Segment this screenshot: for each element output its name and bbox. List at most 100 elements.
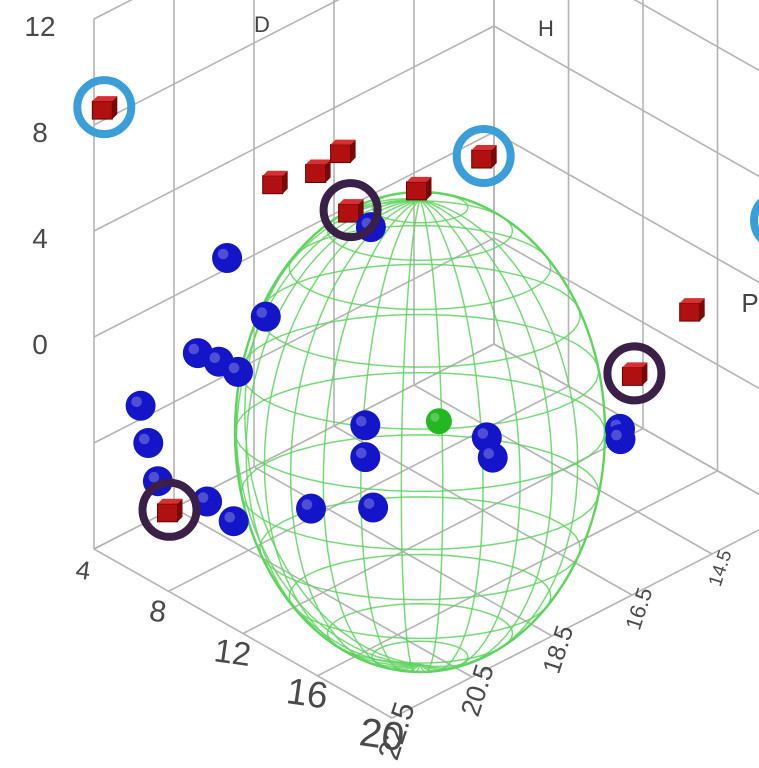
p-tick-label: 18.5 bbox=[538, 622, 580, 677]
sphere-point-highlight bbox=[139, 433, 150, 445]
cube-point bbox=[157, 503, 178, 523]
sphere-parallel bbox=[288, 553, 552, 640]
floor-grid-line bbox=[173, 507, 473, 678]
sphere-point-highlight bbox=[209, 352, 221, 364]
sphere-parallel bbox=[240, 313, 600, 430]
sphere-point bbox=[212, 243, 243, 273]
highlight-ring bbox=[750, 198, 759, 243]
center-sphere-point bbox=[425, 408, 452, 435]
sphere-point bbox=[223, 356, 253, 387]
d-tick-label: 20 bbox=[357, 710, 407, 760]
sphere-point-highlight bbox=[356, 447, 367, 459]
left-wall-grid-line bbox=[493, 25, 759, 178]
left-wall-grid-line bbox=[493, 237, 759, 390]
p-tick-label: 20.5 bbox=[455, 661, 500, 720]
sphere-point bbox=[605, 424, 636, 455]
sphere-point bbox=[296, 493, 326, 524]
cube-point-top bbox=[330, 139, 356, 145]
sphere-parallel bbox=[234, 371, 606, 493]
cube-point bbox=[305, 164, 327, 183]
cube-point bbox=[621, 366, 643, 386]
cube-point-side bbox=[642, 362, 648, 386]
sphere-point-highlight bbox=[217, 248, 229, 260]
h-tick-label: 4 bbox=[32, 223, 48, 254]
sphere-point bbox=[125, 390, 156, 421]
wireframe-sphere bbox=[233, 190, 607, 674]
highlight-ring bbox=[452, 125, 515, 187]
cube-point bbox=[679, 302, 701, 322]
floor-grid-line bbox=[253, 466, 553, 637]
left-wall-grid-line bbox=[633, 0, 759, 72]
cube-point-top bbox=[406, 176, 432, 182]
cube-point bbox=[338, 203, 360, 223]
right-wall-grid-line bbox=[93, 0, 340, 126]
d-tick-label: 16 bbox=[284, 670, 330, 716]
cube-point-top bbox=[622, 362, 648, 368]
right-wall-grid-line bbox=[93, 25, 495, 232]
h-tick-label: 0 bbox=[32, 329, 48, 360]
h-tick-label: 12 bbox=[24, 11, 55, 42]
sphere-point-highlight bbox=[256, 307, 268, 318]
cube-point-side bbox=[491, 145, 497, 168]
left-wall-grid-line bbox=[493, 131, 759, 284]
right-wall-grid-line bbox=[93, 131, 495, 338]
sphere-point bbox=[250, 301, 281, 332]
axis-labels: D H P bbox=[254, 12, 759, 318]
sphere-point bbox=[358, 492, 389, 523]
sphere-meridian bbox=[263, 198, 421, 668]
sphere-parallel bbox=[259, 263, 581, 368]
highlight-ring bbox=[319, 179, 382, 242]
sphere-point-highlight bbox=[197, 492, 209, 503]
h-tick-label: 8 bbox=[32, 117, 48, 148]
h-axis-label: H bbox=[538, 16, 554, 41]
left-wall-grid-line bbox=[493, 343, 759, 496]
sphere-point bbox=[350, 442, 381, 473]
cube-point-top bbox=[92, 96, 118, 102]
cube-point-side bbox=[325, 159, 331, 183]
sphere-point bbox=[133, 428, 164, 458]
highlight-ring bbox=[603, 342, 666, 405]
sphere-point-highlight bbox=[477, 428, 489, 439]
floor-grid-line bbox=[93, 548, 393, 719]
d-tick-label: 12 bbox=[212, 631, 254, 673]
sphere-point-highlight bbox=[363, 498, 375, 509]
sphere-point-highlight bbox=[148, 471, 160, 483]
cube-point-side bbox=[112, 96, 118, 120]
cube-point bbox=[406, 181, 427, 201]
floor-grid-line bbox=[317, 470, 718, 677]
cube-point-top bbox=[157, 498, 183, 504]
cube-point-top bbox=[305, 159, 331, 165]
sphere-parallel bbox=[326, 602, 514, 664]
grid-lines bbox=[93, 0, 759, 719]
sphere-point-highlight bbox=[131, 396, 142, 408]
d-tick-label: 8 bbox=[147, 594, 168, 629]
sphere-point bbox=[218, 506, 249, 537]
cube-point bbox=[91, 100, 113, 120]
right-wall-grid-line bbox=[93, 0, 133, 20]
sphere-point bbox=[350, 410, 381, 441]
cube-point-side bbox=[282, 170, 288, 194]
right-wall-grid-line bbox=[93, 237, 495, 444]
cube-point bbox=[330, 144, 352, 164]
cube-point-side bbox=[350, 139, 356, 163]
sphere-point bbox=[477, 442, 508, 473]
data-points bbox=[91, 96, 705, 537]
highlight-ring bbox=[138, 478, 201, 541]
d-axis-label: D bbox=[254, 12, 270, 37]
cube-point-top bbox=[262, 170, 288, 176]
cube-point bbox=[471, 149, 493, 169]
p-tick-label: 22.5 bbox=[372, 698, 421, 764]
sphere-point-highlight bbox=[188, 343, 200, 355]
cube-point-side bbox=[699, 298, 705, 322]
sphere-parallel bbox=[259, 496, 581, 601]
sphere-parallel bbox=[240, 434, 600, 551]
sphere-point-highlight bbox=[224, 511, 235, 523]
floor-grid-line bbox=[391, 529, 759, 719]
sphere-point-highlight bbox=[301, 499, 313, 510]
cube-point-top bbox=[338, 199, 364, 205]
sphere-point-highlight bbox=[483, 448, 495, 459]
highlight-ring bbox=[73, 76, 136, 139]
sphere-parallel bbox=[371, 640, 469, 673]
cube-point-side bbox=[177, 498, 183, 522]
